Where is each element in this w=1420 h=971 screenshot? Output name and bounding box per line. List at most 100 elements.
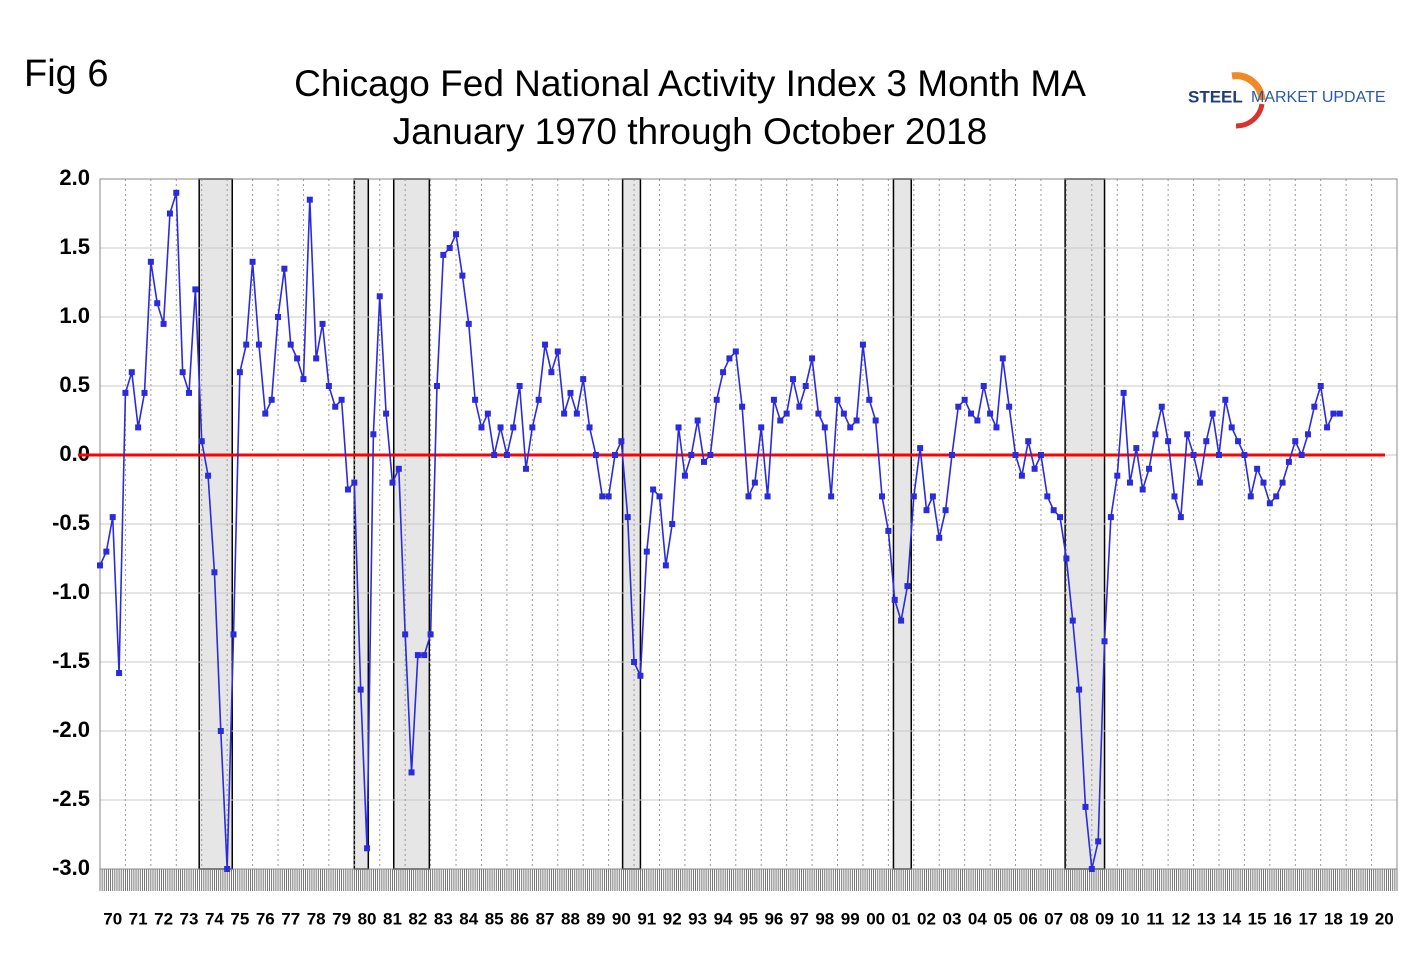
point-marker bbox=[720, 369, 727, 376]
point-marker bbox=[1222, 396, 1229, 403]
x-tick-label: 06 bbox=[1019, 909, 1038, 928]
x-tick-label: 88 bbox=[561, 909, 580, 928]
point-marker bbox=[491, 452, 498, 458]
x-tick-label: 98 bbox=[815, 909, 834, 928]
point-marker bbox=[192, 286, 199, 293]
point-marker bbox=[503, 452, 510, 458]
x-tick-label: 73 bbox=[180, 909, 199, 928]
point-marker bbox=[1063, 555, 1070, 562]
point-marker bbox=[1317, 383, 1324, 389]
point-marker bbox=[497, 424, 504, 431]
series-line bbox=[99, 192, 1340, 870]
point-marker bbox=[313, 355, 320, 362]
x-tick-label: 00 bbox=[866, 909, 885, 928]
x-tick-label: 13 bbox=[1197, 909, 1216, 928]
point-marker bbox=[217, 728, 224, 734]
point-marker bbox=[1215, 452, 1222, 458]
x-tick-label: 19 bbox=[1349, 909, 1368, 928]
point-marker bbox=[828, 493, 835, 500]
point-marker bbox=[275, 314, 282, 320]
point-marker bbox=[1190, 452, 1197, 458]
point-marker bbox=[968, 410, 975, 417]
point-marker bbox=[224, 866, 231, 872]
point-marker bbox=[561, 410, 568, 417]
point-marker bbox=[840, 410, 847, 417]
point-marker bbox=[198, 438, 205, 445]
point-marker bbox=[662, 562, 669, 569]
point-marker bbox=[306, 196, 313, 203]
point-marker bbox=[236, 369, 243, 376]
point-marker bbox=[141, 389, 148, 396]
point-marker bbox=[923, 507, 930, 514]
point-marker bbox=[739, 403, 746, 410]
point-marker bbox=[147, 258, 154, 265]
x-tick-label: 01 bbox=[892, 909, 911, 928]
x-tick-label: 93 bbox=[688, 909, 707, 928]
point-marker bbox=[319, 320, 326, 327]
point-marker bbox=[573, 410, 580, 417]
point-marker bbox=[1101, 638, 1108, 645]
y-tick-label: -3.0 bbox=[52, 855, 90, 880]
x-tick-label: 79 bbox=[332, 909, 351, 928]
point-marker bbox=[332, 403, 339, 410]
point-marker bbox=[325, 383, 332, 389]
point-marker bbox=[758, 424, 765, 431]
point-marker bbox=[815, 410, 822, 417]
point-marker bbox=[802, 383, 809, 389]
point-marker bbox=[1050, 507, 1057, 514]
point-marker bbox=[1126, 479, 1133, 486]
point-marker bbox=[389, 479, 396, 486]
point-marker bbox=[465, 320, 472, 327]
point-marker bbox=[580, 376, 587, 383]
x-tick-label: 83 bbox=[434, 909, 453, 928]
point-marker bbox=[186, 389, 193, 396]
point-marker bbox=[173, 189, 180, 196]
x-tick-label: 05 bbox=[993, 909, 1012, 928]
logo-swoosh bbox=[1231, 72, 1266, 101]
point-marker bbox=[631, 659, 638, 665]
point-marker bbox=[116, 670, 123, 677]
point-marker bbox=[1260, 479, 1267, 486]
x-tick-label: 07 bbox=[1044, 909, 1063, 928]
x-tick-label: 75 bbox=[230, 909, 249, 928]
x-tick-label: 84 bbox=[459, 909, 478, 928]
point-marker bbox=[1114, 472, 1121, 479]
point-marker bbox=[611, 452, 618, 458]
point-marker bbox=[910, 493, 917, 500]
point-marker bbox=[414, 652, 421, 659]
x-tick-label: 08 bbox=[1070, 909, 1089, 928]
point-marker bbox=[1069, 617, 1076, 624]
point-marker bbox=[1025, 438, 1032, 445]
point-marker bbox=[357, 686, 364, 693]
x-tick-label: 72 bbox=[154, 909, 173, 928]
point-marker bbox=[783, 410, 790, 417]
x-tick-label: 82 bbox=[408, 909, 427, 928]
point-marker bbox=[1336, 410, 1343, 417]
point-marker bbox=[1311, 403, 1318, 410]
point-marker bbox=[478, 424, 485, 431]
point-marker bbox=[160, 320, 167, 327]
point-marker bbox=[1107, 514, 1114, 521]
x-tick-label: 15 bbox=[1248, 909, 1267, 928]
point-marker bbox=[656, 493, 663, 500]
point-marker bbox=[1285, 458, 1292, 465]
x-tick-label: 77 bbox=[281, 909, 300, 928]
x-tick-label: 17 bbox=[1299, 909, 1318, 928]
point-marker bbox=[510, 424, 517, 431]
point-marker bbox=[961, 396, 968, 403]
x-tick-label: 91 bbox=[637, 909, 656, 928]
point-marker bbox=[548, 369, 555, 376]
point-marker bbox=[1203, 438, 1210, 445]
point-marker bbox=[472, 396, 479, 403]
point-marker bbox=[1139, 486, 1146, 493]
point-marker bbox=[821, 424, 828, 431]
point-marker bbox=[554, 348, 561, 355]
point-marker bbox=[1165, 438, 1172, 445]
x-tick-label: 16 bbox=[1273, 909, 1292, 928]
point-marker bbox=[522, 465, 529, 472]
point-marker bbox=[1196, 479, 1203, 486]
point-marker bbox=[675, 424, 682, 431]
point-marker bbox=[790, 376, 797, 383]
point-marker bbox=[643, 548, 650, 555]
